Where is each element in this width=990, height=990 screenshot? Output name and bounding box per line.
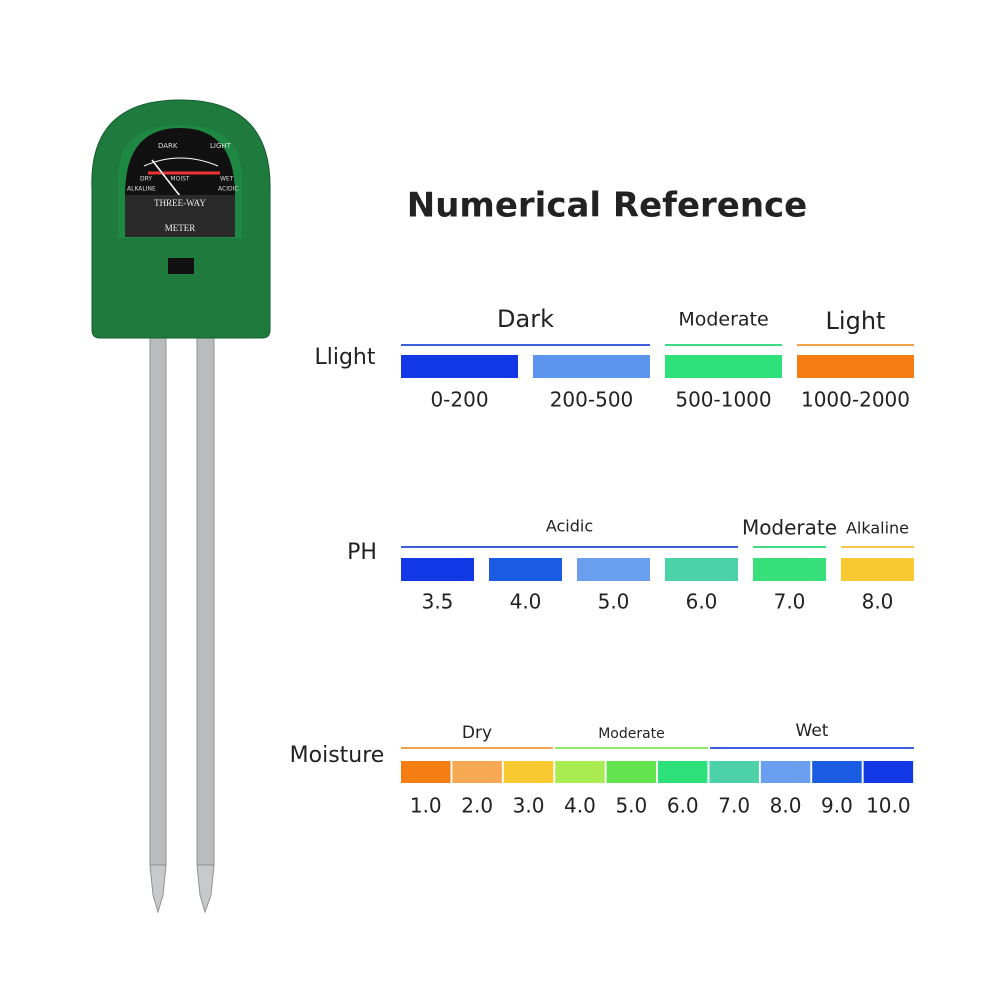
swatch-label: 8.0 <box>862 590 894 614</box>
swatch-label: 7.0 <box>718 794 750 818</box>
swatch-label: 1.0 <box>410 794 442 818</box>
swatch-label: 1000-2000 <box>801 388 910 412</box>
row-label: Moisture <box>290 743 385 768</box>
color-swatch <box>863 761 914 783</box>
row-label: PH <box>347 540 377 565</box>
color-swatch <box>401 558 474 581</box>
color-swatch <box>841 558 914 581</box>
group-label: Moderate <box>678 309 768 331</box>
color-swatch <box>812 761 862 783</box>
group-label: Dry <box>462 723 492 743</box>
color-swatch <box>606 761 657 783</box>
color-swatch <box>797 355 914 378</box>
color-swatch <box>489 558 562 581</box>
meter-text: WET <box>220 176 234 183</box>
group-label: Alkaline <box>846 519 909 538</box>
group-label: Dark <box>497 305 554 333</box>
group-label: Wet <box>796 721 829 741</box>
color-swatch <box>452 761 502 783</box>
color-swatch <box>503 761 554 783</box>
probe <box>149 319 167 866</box>
probe-tip <box>149 864 167 914</box>
meter-text: ACIDIC <box>218 186 239 193</box>
swatch-label: 6.0 <box>686 590 718 614</box>
probe-tip <box>196 864 215 914</box>
group-label: Moderate <box>742 516 837 540</box>
swatch-label: 5.0 <box>598 590 630 614</box>
meter-text: LIGHT <box>210 142 232 150</box>
meter-text: DARK <box>158 142 178 150</box>
swatch-label: 3.0 <box>513 794 545 818</box>
color-swatch <box>665 355 782 378</box>
meter-label-plate <box>125 195 235 237</box>
color-swatch <box>555 761 605 783</box>
row-label: Llight <box>314 345 375 370</box>
color-swatch <box>760 761 811 783</box>
swatch-label: 6.0 <box>667 794 699 818</box>
swatch-label: 5.0 <box>615 794 647 818</box>
swatch-label: 8.0 <box>770 794 802 818</box>
color-swatch <box>401 355 518 378</box>
swatch-label: 7.0 <box>774 590 806 614</box>
meter-text: DRY <box>140 176 152 183</box>
swatch-label: 9.0 <box>821 794 853 818</box>
soil-meter: DARK LIGHT DRY MOIST WET ALKALINE ACIDIC… <box>91 99 271 914</box>
mode-switch <box>168 258 194 274</box>
meter-text: ALKALINE <box>127 186 156 193</box>
swatch-label: 500-1000 <box>675 388 771 412</box>
meter-brand: THREE-WAY <box>154 198 206 208</box>
color-swatch <box>753 558 826 581</box>
color-swatch <box>665 558 738 581</box>
swatch-label: 4.0 <box>510 590 542 614</box>
dial-needle <box>151 159 181 197</box>
swatch-label: 2.0 <box>461 794 493 818</box>
color-swatch <box>709 761 759 783</box>
meter-dial <box>125 128 235 195</box>
swatch-label: 10.0 <box>866 794 911 818</box>
swatch-label: 0-200 <box>430 388 488 412</box>
group-label: Light <box>826 307 886 335</box>
color-swatch <box>401 761 451 783</box>
color-swatch <box>577 558 650 581</box>
color-swatch <box>533 355 650 378</box>
meter-text: MOIST <box>170 176 189 183</box>
group-label: Moderate <box>598 726 665 742</box>
meter-name: METER <box>165 223 196 233</box>
dial-scale <box>143 157 219 167</box>
swatch-label: 4.0 <box>564 794 596 818</box>
swatch-label: 3.5 <box>422 590 454 614</box>
color-swatch <box>658 761 708 783</box>
swatch-label: 200-500 <box>550 388 634 412</box>
probe <box>196 319 215 866</box>
title: Numerical Reference <box>407 186 808 226</box>
group-label: Acidic <box>546 517 593 536</box>
